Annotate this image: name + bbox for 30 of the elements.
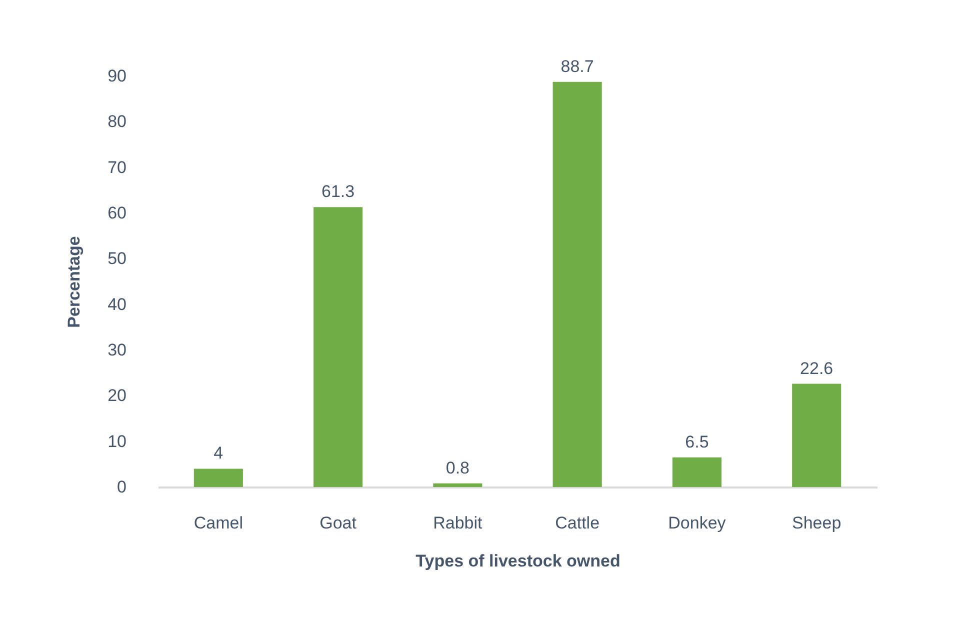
y-tick-label: 90 bbox=[108, 66, 126, 86]
bar bbox=[314, 207, 363, 487]
data-label: 6.5 bbox=[685, 432, 709, 452]
bar bbox=[433, 483, 482, 487]
y-tick-label: 0 bbox=[117, 478, 126, 496]
x-tick-label: Sheep bbox=[792, 514, 842, 532]
bar bbox=[552, 82, 602, 487]
bar bbox=[672, 457, 722, 487]
data-label: 22.6 bbox=[800, 358, 834, 378]
bar bbox=[194, 468, 243, 487]
y-tick-label: 60 bbox=[108, 204, 126, 222]
x-tick-label: Rabbit bbox=[433, 514, 483, 532]
data-label: 88.7 bbox=[560, 56, 594, 76]
x-tick-label: Cattle bbox=[555, 514, 600, 532]
y-tick-label: 10 bbox=[108, 432, 126, 451]
y-tick-label: 50 bbox=[108, 249, 126, 268]
bar bbox=[792, 384, 842, 487]
x-tick-label: Goat bbox=[320, 514, 357, 532]
y-axis-title: Percentage bbox=[64, 236, 84, 328]
data-label: 0.8 bbox=[446, 458, 470, 478]
y-tick-label: 70 bbox=[108, 158, 126, 177]
data-label: 61.3 bbox=[322, 182, 355, 202]
y-tick-label: 30 bbox=[108, 340, 126, 360]
y-tick-label: 80 bbox=[108, 112, 126, 132]
y-tick-label: 20 bbox=[108, 386, 126, 406]
x-tick-label: Donkey bbox=[668, 514, 726, 532]
x-axis-title: Types of livestock owned bbox=[416, 552, 620, 570]
data-label: 4 bbox=[214, 444, 224, 463]
y-tick-label: 40 bbox=[108, 294, 126, 314]
x-tick-label: Camel bbox=[194, 514, 243, 532]
